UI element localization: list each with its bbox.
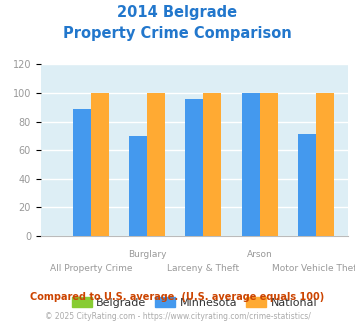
Text: © 2025 CityRating.com - https://www.cityrating.com/crime-statistics/: © 2025 CityRating.com - https://www.city… [45, 312, 310, 321]
Text: Burglary: Burglary [128, 250, 166, 259]
Text: Property Crime Comparison: Property Crime Comparison [63, 26, 292, 41]
Text: Larceny & Theft: Larceny & Theft [167, 264, 239, 273]
Bar [73, 109, 91, 236]
Bar [91, 93, 109, 236]
Text: All Property Crime: All Property Crime [50, 264, 132, 273]
Bar [147, 93, 165, 236]
Bar [260, 93, 278, 236]
Bar [242, 93, 260, 236]
Bar [298, 134, 316, 236]
Text: 2014 Belgrade: 2014 Belgrade [118, 5, 237, 20]
Bar [203, 93, 222, 236]
Text: Compared to U.S. average. (U.S. average equals 100): Compared to U.S. average. (U.S. average … [31, 292, 324, 302]
Bar [185, 99, 203, 236]
Text: Arson: Arson [247, 250, 273, 259]
Legend: Belgrade, Minnesota, National: Belgrade, Minnesota, National [67, 293, 322, 313]
Text: Motor Vehicle Theft: Motor Vehicle Theft [272, 264, 355, 273]
Bar [316, 93, 334, 236]
Bar [129, 136, 147, 236]
